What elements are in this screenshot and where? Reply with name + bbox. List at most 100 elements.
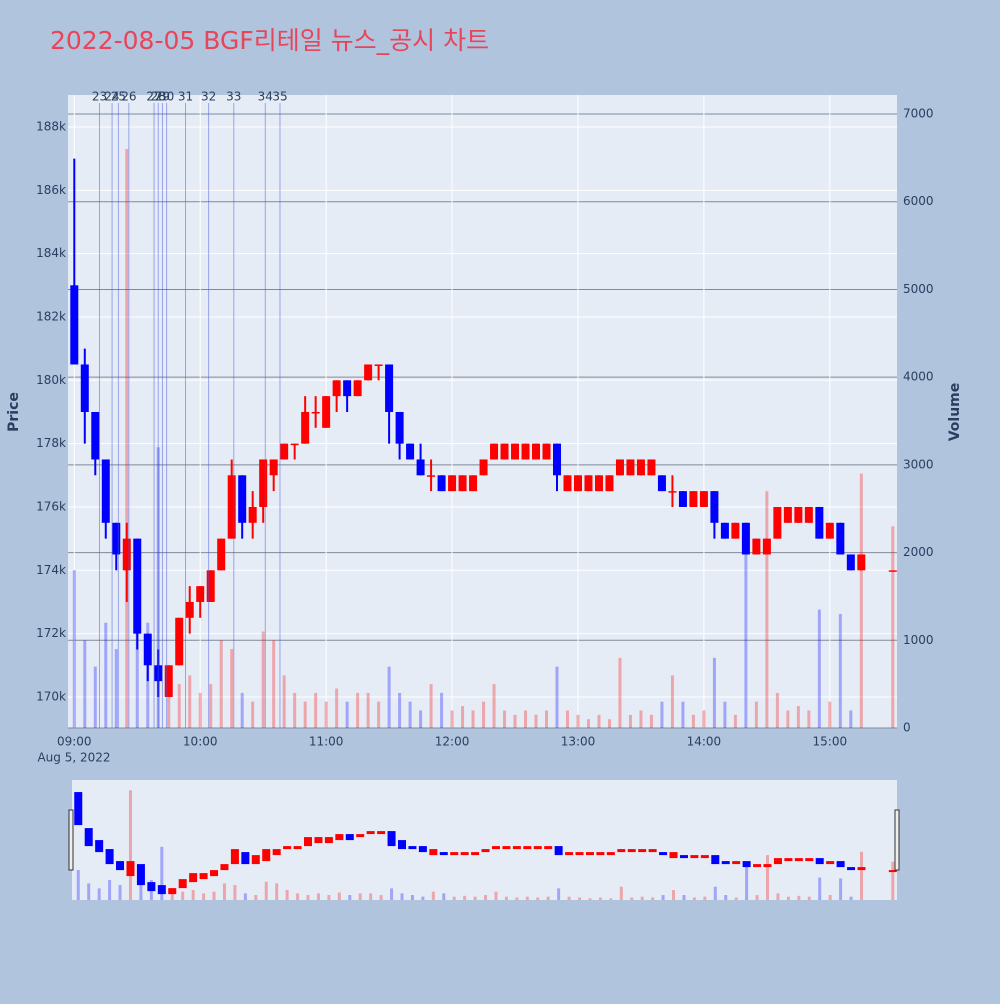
slider-candle: [366, 831, 375, 835]
slider-volume-bar: [588, 898, 592, 900]
slider-candle: [84, 828, 93, 847]
volume-bar: [230, 649, 234, 728]
annotation-label: 34: [258, 90, 273, 104]
volume-bar: [219, 640, 223, 728]
y2-axis-title: Volume: [947, 383, 963, 442]
slider-candle: [345, 834, 354, 841]
slider-volume-bar: [442, 893, 446, 900]
volume-bar: [408, 701, 412, 728]
slider-volume-bar: [818, 877, 822, 900]
candle-body: [490, 443, 499, 460]
candle-body: [196, 586, 205, 602]
slider-volume-bar: [275, 883, 279, 900]
slider-candle: [575, 852, 584, 856]
annotation-label: 25: [111, 90, 126, 104]
volume-bar: [471, 710, 475, 728]
volume-bar: [398, 692, 402, 728]
volume-bar: [565, 710, 569, 728]
candle-body: [668, 491, 677, 493]
slider-volume-bar: [222, 883, 226, 900]
slider-volume-bar: [202, 893, 206, 900]
slider-volume-bar: [734, 897, 738, 900]
slider-candle: [210, 870, 219, 877]
volume-bar: [209, 684, 213, 728]
volume-bar: [345, 701, 349, 728]
volume-bar: [555, 666, 559, 728]
candle-body: [783, 506, 792, 523]
candle-body: [521, 443, 530, 460]
slider-volume-bar: [463, 895, 467, 900]
slider-volume-bar: [713, 886, 717, 900]
volume-bar: [198, 692, 202, 728]
volume-bar: [849, 710, 853, 728]
annotation-label: 32: [201, 90, 216, 104]
plot-area: [68, 95, 897, 728]
annotation-label: 33: [226, 90, 241, 104]
slider-volume-bar: [828, 895, 832, 900]
y2-tick-label: 3000: [903, 457, 934, 471]
volume-bar: [461, 706, 465, 728]
candle-body: [133, 538, 142, 634]
annotation-label: 23: [92, 90, 107, 104]
slider-candle: [408, 846, 417, 850]
x-tick-label: 11:00: [309, 735, 344, 749]
volume-bar: [83, 640, 87, 728]
range-slider: [72, 780, 897, 900]
slider-volume-bar: [504, 896, 508, 900]
candle-body: [259, 459, 268, 507]
volume-bar: [135, 596, 139, 728]
slider-volume-bar: [390, 888, 394, 900]
volume-bar: [807, 710, 811, 728]
volume-bar: [282, 675, 286, 728]
candle-body: [857, 554, 866, 571]
slider-volume-bar: [327, 895, 331, 900]
y2-tick-label: 7000: [903, 107, 934, 121]
volume-bar: [744, 552, 748, 728]
slider-volume-bar: [264, 881, 268, 900]
annotation-label: 27: [146, 90, 161, 104]
slider-candle: [523, 846, 532, 850]
slider-volume-bar: [296, 893, 300, 900]
slider-volume-bar: [358, 893, 362, 900]
y-tick-label: 174k: [36, 563, 66, 577]
slider-candle: [502, 846, 511, 850]
candle-body: [175, 617, 184, 666]
candle-body: [678, 491, 687, 507]
slider-candle: [606, 852, 615, 856]
volume-bar: [188, 675, 192, 728]
slider-volume-bar: [97, 888, 101, 900]
slider-candle: [377, 831, 386, 835]
slider-volume-bar: [76, 870, 80, 900]
volume-bar: [702, 710, 706, 728]
slider-candle: [324, 837, 333, 844]
candle-body: [143, 633, 152, 666]
slider-candle: [147, 882, 156, 892]
volume-bar: [597, 714, 601, 728]
y2-tick-label: 5000: [903, 282, 934, 296]
slider-candle: [450, 852, 459, 856]
y-tick-label: 172k: [36, 626, 66, 640]
volume-bar: [723, 701, 727, 728]
candle-body: [573, 475, 582, 492]
slider-volume-bar: [316, 893, 320, 900]
volume-bar: [796, 706, 800, 728]
volume-bar: [513, 714, 517, 728]
candle-body: [720, 522, 729, 539]
candle-body: [217, 538, 226, 571]
volume-bar: [482, 701, 486, 728]
candle-body: [448, 475, 457, 492]
slider-volume-bar: [108, 880, 112, 900]
candle-body: [563, 475, 572, 492]
slider-candle: [627, 849, 636, 853]
slider-candle: [815, 858, 824, 865]
volume-bar: [125, 149, 129, 728]
candle-body: [888, 570, 897, 572]
candle-body: [248, 506, 257, 523]
volume-bar: [177, 684, 181, 728]
volume-bar: [891, 526, 895, 728]
slider-candle: [189, 873, 198, 883]
candle-body: [532, 443, 541, 460]
slider-volume-bar: [139, 875, 143, 900]
candle-body: [437, 475, 446, 492]
y-axis-title: Price: [6, 392, 22, 432]
